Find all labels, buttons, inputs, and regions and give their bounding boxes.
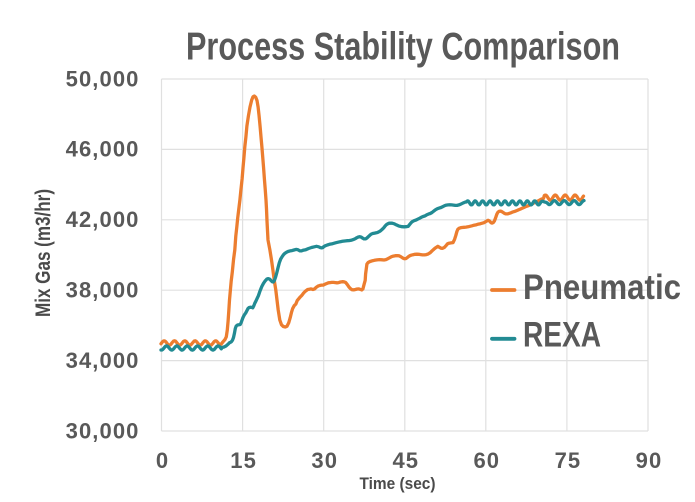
svg-text:30: 30 (311, 448, 338, 473)
svg-text:Process Stability Comparison: Process Stability Comparison (186, 26, 620, 69)
svg-text:34,000: 34,000 (66, 348, 140, 373)
svg-text:0: 0 (156, 448, 169, 473)
svg-text:45: 45 (392, 448, 419, 473)
svg-text:38,000: 38,000 (66, 278, 140, 303)
svg-text:REXA: REXA (523, 316, 601, 355)
svg-text:Pneumatic: Pneumatic (523, 268, 681, 307)
svg-text:60: 60 (473, 448, 500, 473)
svg-text:42,000: 42,000 (66, 207, 140, 232)
svg-text:Time (sec): Time (sec) (360, 474, 436, 493)
svg-text:50,000: 50,000 (66, 66, 140, 91)
svg-text:90: 90 (636, 448, 663, 473)
svg-text:75: 75 (555, 448, 582, 473)
svg-text:Mix Gas (m3/hr): Mix Gas (m3/hr) (32, 189, 55, 317)
svg-text:30,000: 30,000 (66, 418, 140, 443)
svg-text:46,000: 46,000 (66, 137, 140, 162)
svg-text:15: 15 (230, 448, 257, 473)
